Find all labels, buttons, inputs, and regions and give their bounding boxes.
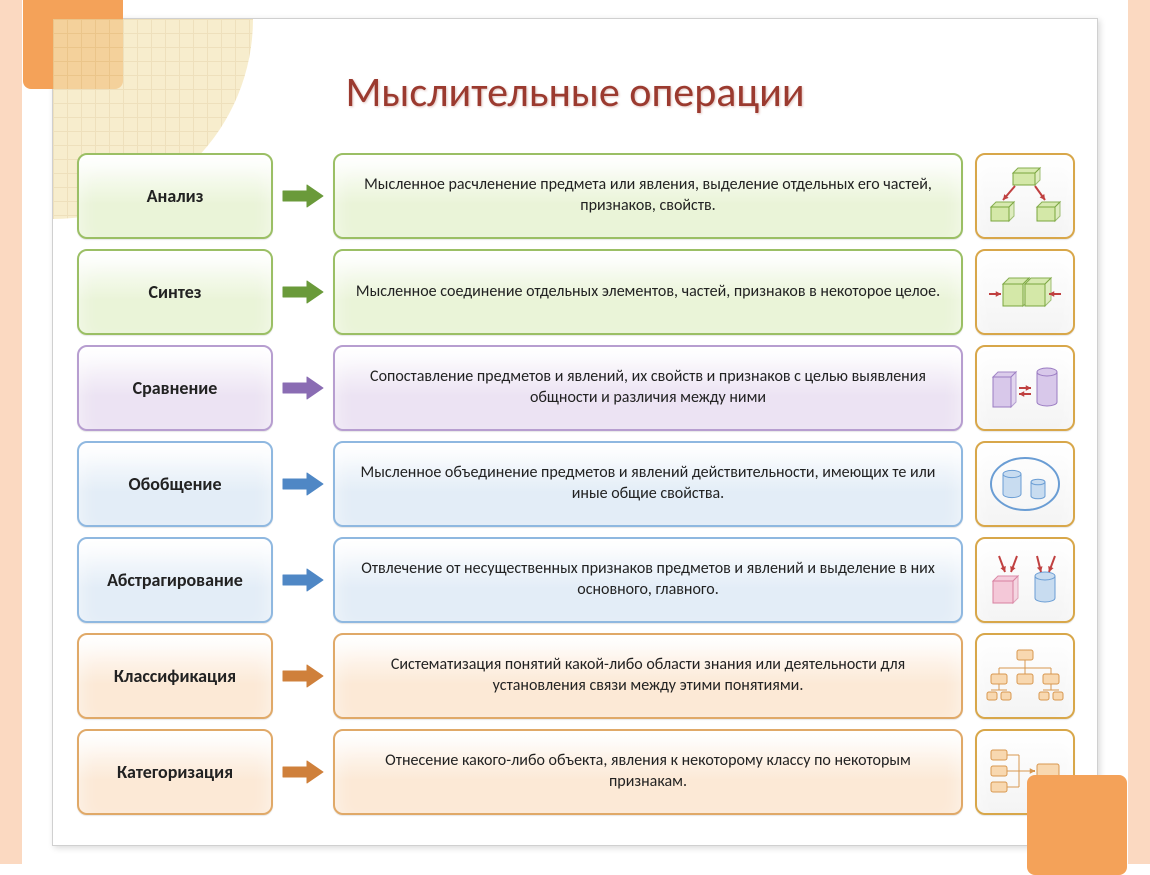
decor-corner-br <box>1027 775 1127 875</box>
decor-side-left <box>0 0 22 864</box>
row-obobshenie: Обобщение Мысленное объединение предметов… <box>77 441 1075 527</box>
desc-sravnenie: Сопоставление предметов и явлений, их св… <box>333 345 963 431</box>
row-kategorizacia: Категоризация Отнесение какого-либо объек… <box>77 729 1075 815</box>
label-sravnenie: Сравнение <box>77 345 273 431</box>
label-sintez: Синтез <box>77 249 273 335</box>
slide-frame: Мыслительные операции Анализ Мысленное ра… <box>52 18 1098 846</box>
row-klassifikacia: Классификация Систематизация понятий како… <box>77 633 1075 719</box>
label-analiz: Анализ <box>77 153 273 239</box>
icon-sravnenie <box>975 345 1075 431</box>
row-sravnenie: Сравнение Сопоставление предметов и явлен… <box>77 345 1075 431</box>
icon-klassifikacia <box>975 633 1075 719</box>
label-abstragirovanie: Абстрагирование <box>77 537 273 623</box>
icon-sintez <box>975 249 1075 335</box>
desc-analiz: Мысленное расчленение предмета или явлен… <box>333 153 963 239</box>
row-abstragirovanie: Абстрагирование Отвлечение от несуществен… <box>77 537 1075 623</box>
desc-obobshenie: Мысленное объединение предметов и явлени… <box>333 441 963 527</box>
desc-kategorizacia: Отнесение какого-либо объекта, явления к… <box>333 729 963 815</box>
desc-abstragirovanie: Отвлечение от несущественных признаков п… <box>333 537 963 623</box>
label-klassifikacia: Классификация <box>77 633 273 719</box>
arrow-sravnenie <box>273 345 333 431</box>
row-analiz: Анализ Мысленное расчленение предмета или… <box>77 153 1075 239</box>
desc-sintez: Мысленное соединение отдельных элементов… <box>333 249 963 335</box>
arrow-kategorizacia <box>273 729 333 815</box>
icon-obobshenie <box>975 441 1075 527</box>
label-kategorizacia: Категоризация <box>77 729 273 815</box>
slide-title: Мыслительные операции <box>53 67 1097 118</box>
rows-container: Анализ Мысленное расчленение предмета или… <box>77 153 1075 825</box>
arrow-abstragirovanie <box>273 537 333 623</box>
row-sintez: Синтез Мысленное соединение отдельных эле… <box>77 249 1075 335</box>
arrow-obobshenie <box>273 441 333 527</box>
label-obobshenie: Обобщение <box>77 441 273 527</box>
arrow-analiz <box>273 153 333 239</box>
icon-abstragirovanie <box>975 537 1075 623</box>
desc-klassifikacia: Систематизация понятий какой-либо област… <box>333 633 963 719</box>
arrow-sintez <box>273 249 333 335</box>
icon-analiz <box>975 153 1075 239</box>
arrow-klassifikacia <box>273 633 333 719</box>
decor-side-right <box>1128 0 1150 864</box>
